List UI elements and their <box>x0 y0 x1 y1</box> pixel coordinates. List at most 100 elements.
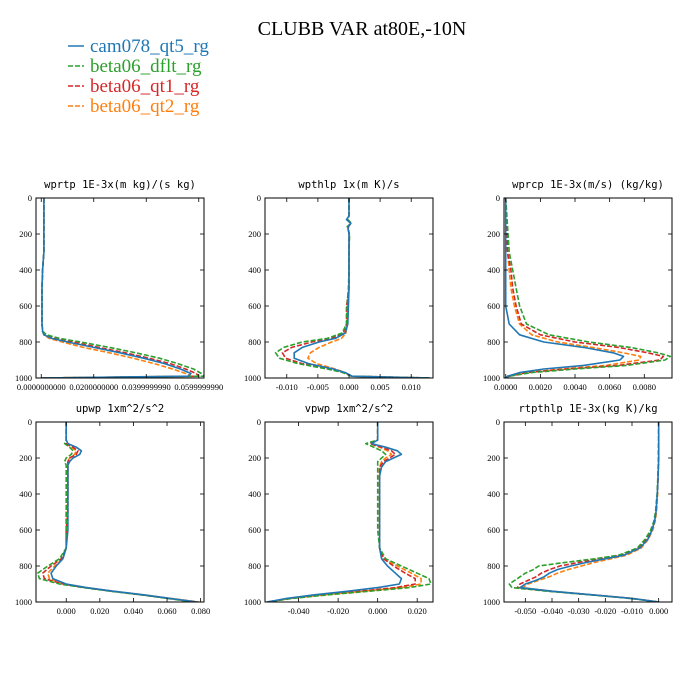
y-tick-label: 800 <box>19 561 32 571</box>
x-tick-label: -0.020 <box>327 606 349 616</box>
panel-title: wpthlp 1x(m K)/s <box>298 179 399 191</box>
y-tick-label: 0 <box>257 417 261 427</box>
y-tick-label: 0 <box>496 193 500 203</box>
y-tick-label: 200 <box>487 453 500 463</box>
x-tick-label: 0.0200000000 <box>69 382 118 392</box>
panel: rtpthlp 1E-3x(kg K)/kg 0 200 400 600 800 1000 -… <box>483 403 673 616</box>
x-tick-label: 0.0080 <box>633 382 656 392</box>
x-tick-label: 0.0000 <box>494 382 517 392</box>
series-line-beta06_qt1_rg <box>41 198 200 378</box>
panel-title: upwp 1xm^2/s^2 <box>76 403 165 415</box>
y-tick-label: 200 <box>19 229 32 239</box>
series-line-beta06_dflt_rg <box>504 198 672 378</box>
x-tick-label: 0.000 <box>649 606 668 616</box>
x-tick-label: 0.020 <box>408 606 427 616</box>
panel: vpwp 1xm^2/s^2 0 200 400 600 800 1000 -0.040 -0.… <box>244 403 434 616</box>
y-tick-label: 600 <box>248 301 261 311</box>
series-line-beta06_dflt_rg <box>508 422 660 602</box>
panel: wpthlp 1x(m K)/s 0 200 400 600 800 1000 -0.010-… <box>244 179 434 392</box>
y-tick-label: 200 <box>487 229 500 239</box>
y-tick-label: 0 <box>496 417 500 427</box>
y-tick-label: 800 <box>248 337 261 347</box>
figure-title: CLUBB VAR at80E,-10N <box>258 18 467 40</box>
x-tick-label: 0.000 <box>339 382 358 392</box>
y-tick-label: 1000 <box>15 597 32 607</box>
x-tick-label: 0.0000000000 <box>17 382 66 392</box>
y-tick-label: 200 <box>19 453 32 463</box>
x-tick-label: 0.020 <box>90 606 109 616</box>
y-tick-label: 0 <box>28 193 32 203</box>
y-tick-label: 400 <box>248 265 261 275</box>
series-line-beta06_qt1_rg <box>281 198 430 378</box>
x-tick-label: 0.0060 <box>598 382 621 392</box>
series-line-beta06_dflt_rg <box>274 198 430 378</box>
series-line-beta06_dflt_rg <box>41 198 204 378</box>
panel: wprcp 1E-3x(m/s) (kg/kg) 0 200 400 600 800 100… <box>483 179 673 392</box>
x-tick-label: -0.020 <box>594 606 616 616</box>
panel-title: vpwp 1xm^2/s^2 <box>305 403 394 415</box>
y-tick-label: 0 <box>257 193 261 203</box>
series-line-beta06_qt2_rg <box>504 198 642 378</box>
series-line-beta06_dflt_rg <box>266 422 432 602</box>
x-tick-label: 0.0399999990 <box>122 382 171 392</box>
y-tick-label: 800 <box>248 561 261 571</box>
x-tick-label: 0.0040 <box>563 382 586 392</box>
series-line-cam078_qt5_rg <box>504 198 625 378</box>
series-line-cam078_qt5_rg <box>519 422 660 602</box>
series-line-cam078_qt5_rg <box>266 422 403 602</box>
y-tick-label: 1000 <box>483 597 500 607</box>
y-tick-label: 600 <box>19 525 32 535</box>
series-line-beta06_qt2_rg <box>307 198 430 378</box>
series-line-beta06_qt1_rg <box>504 198 665 378</box>
legend-entry: beta06_dflt_rg <box>90 56 202 77</box>
y-tick-label: 600 <box>487 525 500 535</box>
panel-title: rtpthlp 1E-3x(kg K)/kg <box>518 403 657 415</box>
plot-frame <box>35 421 205 603</box>
y-tick-label: 400 <box>19 265 32 275</box>
panels: wprtp 1E-3x(m kg)/(s kg) 0 200 400 600 800 100… <box>15 179 673 616</box>
x-tick-label: 0.000 <box>368 606 387 616</box>
series-line-cam078_qt5_rg <box>293 198 430 378</box>
y-tick-label: 400 <box>19 489 32 499</box>
y-tick-label: 800 <box>487 337 500 347</box>
panel-title: wprcp 1E-3x(m/s) (kg/kg) <box>512 179 664 191</box>
plot-frame <box>503 197 673 379</box>
y-tick-label: 600 <box>19 301 32 311</box>
y-tick-label: 800 <box>19 337 32 347</box>
series-line-beta06_qt1_rg <box>516 422 660 602</box>
x-tick-label: 0.010 <box>402 382 421 392</box>
legend-entry: beta06_qt1_rg <box>90 76 200 97</box>
y-tick-label: 200 <box>248 229 261 239</box>
plot-frame <box>35 197 205 379</box>
x-tick-label: 0.000 <box>57 606 76 616</box>
y-tick-label: 0 <box>28 417 32 427</box>
x-tick-label: -0.040 <box>288 606 310 616</box>
x-tick-label: -0.040 <box>541 606 563 616</box>
y-tick-label: 200 <box>248 453 261 463</box>
y-tick-label: 1000 <box>244 597 261 607</box>
x-tick-label: -0.030 <box>568 606 590 616</box>
panel-title: wprtp 1E-3x(m kg)/(s kg) <box>44 179 196 191</box>
y-tick-label: 800 <box>487 561 500 571</box>
y-tick-label: 400 <box>487 265 500 275</box>
plot-frame <box>264 421 434 603</box>
y-tick-label: 600 <box>487 301 500 311</box>
y-tick-label: 400 <box>487 489 500 499</box>
x-tick-label: 0.0599999990 <box>174 382 223 392</box>
legend: cam078_qt5_rgbeta06_dflt_rgbeta06_qt1_rg… <box>68 36 209 117</box>
legend-entry: cam078_qt5_rg <box>90 36 209 57</box>
y-tick-label: 1000 <box>483 373 500 383</box>
x-tick-label: 0.040 <box>124 606 143 616</box>
series-line-cam078_qt5_rg <box>41 198 192 378</box>
series-line-cam078_qt5_rg <box>50 422 198 602</box>
series-line-beta06_dflt_rg <box>36 422 195 602</box>
y-tick-label: 400 <box>248 489 261 499</box>
panel: upwp 1xm^2/s^2 0 200 400 600 800 1000 0.000 0.02… <box>15 403 210 616</box>
legend-entry: beta06_qt2_rg <box>90 96 200 117</box>
plot-frame <box>503 421 673 603</box>
series-line-beta06_qt2_rg <box>521 422 660 602</box>
x-tick-label: 0.005 <box>371 382 390 392</box>
x-tick-label: 0.060 <box>157 606 176 616</box>
x-tick-label: -0.050 <box>514 606 536 616</box>
